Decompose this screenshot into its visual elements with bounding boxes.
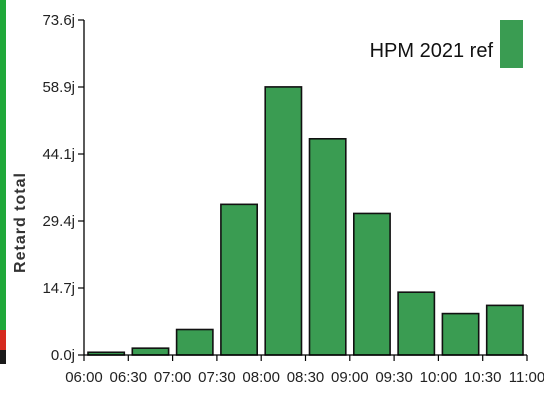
bar-1000-1030	[441, 312, 480, 356]
x-tick-label: 09:00	[331, 369, 369, 386]
x-tick-label: 11:00	[509, 369, 544, 386]
y-tick-label: 58.9j	[42, 79, 75, 96]
y-tick-label: 29.4j	[42, 213, 75, 230]
edge-strip-red	[0, 330, 6, 350]
edge-strip-dark	[0, 350, 6, 364]
bar-0900-0930	[352, 212, 391, 356]
bars-group	[87, 86, 524, 356]
y-axis-label: Retard total	[12, 172, 29, 273]
axes-group	[83, 20, 527, 356]
y-tick-label: 73.6j	[42, 12, 75, 29]
bar-0730-0800	[220, 203, 258, 356]
y-ticks-group: 0.0j 14.7j 29.4j 44.1j 58.9j 73.6j	[42, 12, 84, 364]
bar-0800-0830	[264, 86, 303, 356]
legend: HPM 2021 ref	[370, 20, 523, 68]
x-tick-label: 10:00	[420, 369, 458, 386]
bar-1030-1100	[485, 304, 524, 356]
x-tick-label: 07:30	[198, 369, 236, 386]
legend-swatch	[500, 20, 523, 68]
bar-0930-1000	[397, 291, 436, 356]
x-tick-label: 08:00	[242, 369, 280, 386]
x-ticks-group: 06:00 06:30 07:00 07:30 08:00 08:30 09:00 09:30…	[65, 355, 544, 386]
bar-0830-0900	[308, 137, 347, 356]
x-tick-label: 08:30	[287, 369, 325, 386]
x-tick-label: 07:00	[154, 369, 192, 386]
x-tick-label: 06:30	[110, 369, 148, 386]
left-edge-strip	[0, 0, 6, 414]
bar-0700-0730	[175, 328, 214, 356]
y-tick-label: 44.1j	[42, 146, 75, 163]
y-tick-label: 14.7j	[42, 280, 75, 297]
legend-label: HPM 2021 ref	[370, 40, 494, 62]
x-tick-label: 09:30	[375, 369, 413, 386]
y-tick-label: 0.0j	[51, 347, 75, 364]
bar-0630-0700	[131, 347, 170, 356]
x-tick-label: 10:30	[464, 369, 502, 386]
edge-strip-green	[0, 0, 6, 330]
x-tick-label: 06:00	[65, 369, 103, 386]
